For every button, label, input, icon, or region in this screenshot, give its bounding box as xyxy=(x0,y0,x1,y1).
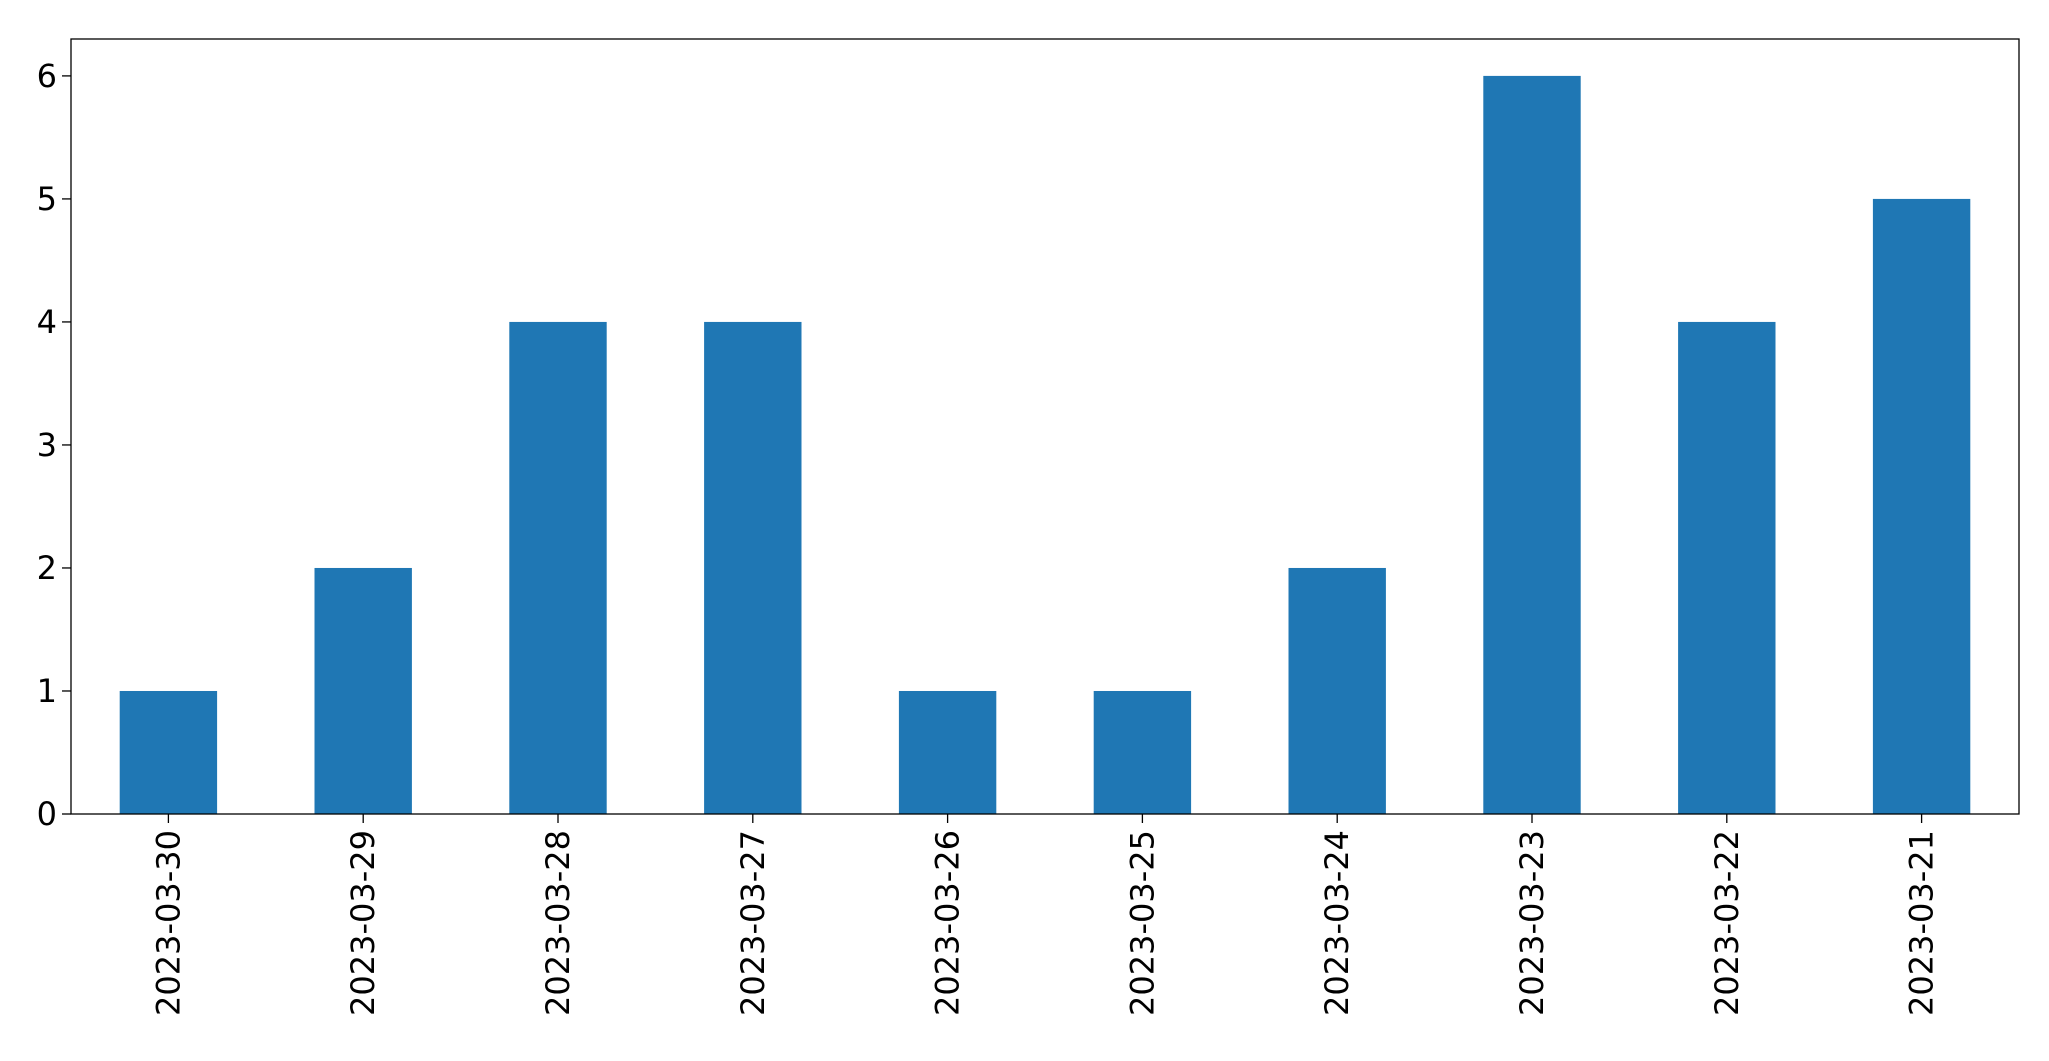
x-tick-label: 2023-03-24 xyxy=(1318,830,1356,1016)
x-tick-label: 2023-03-27 xyxy=(734,830,772,1016)
y-tick-label: 2 xyxy=(37,549,57,587)
x-tick-label: 2023-03-22 xyxy=(1708,830,1746,1016)
x-tick-label: 2023-03-25 xyxy=(1123,830,1161,1016)
bar xyxy=(509,321,607,814)
x-tick-label: 2023-03-23 xyxy=(1513,830,1551,1016)
x-tick-label: 2023-03-29 xyxy=(344,830,382,1016)
bar xyxy=(1678,321,1776,814)
x-tick-label: 2023-03-26 xyxy=(929,830,967,1016)
bar xyxy=(119,690,218,814)
bar xyxy=(1288,567,1386,814)
x-tick-label: 2023-03-28 xyxy=(539,830,577,1016)
bar xyxy=(1872,198,1971,814)
bar xyxy=(1483,75,1581,814)
bar xyxy=(898,690,997,814)
x-tick-label: 2023-03-30 xyxy=(149,830,187,1016)
y-tick-label: 1 xyxy=(37,672,57,710)
bar xyxy=(314,567,412,814)
bar xyxy=(1093,690,1192,814)
bar xyxy=(704,321,802,814)
y-tick-label: 5 xyxy=(37,180,57,218)
y-tick-label: 0 xyxy=(37,795,57,833)
y-tick-label: 3 xyxy=(37,426,57,464)
y-tick-label: 6 xyxy=(37,57,57,95)
plot-frame xyxy=(70,38,2020,815)
x-tick-label: 2023-03-21 xyxy=(1903,830,1941,1016)
y-tick-label: 4 xyxy=(37,303,57,341)
